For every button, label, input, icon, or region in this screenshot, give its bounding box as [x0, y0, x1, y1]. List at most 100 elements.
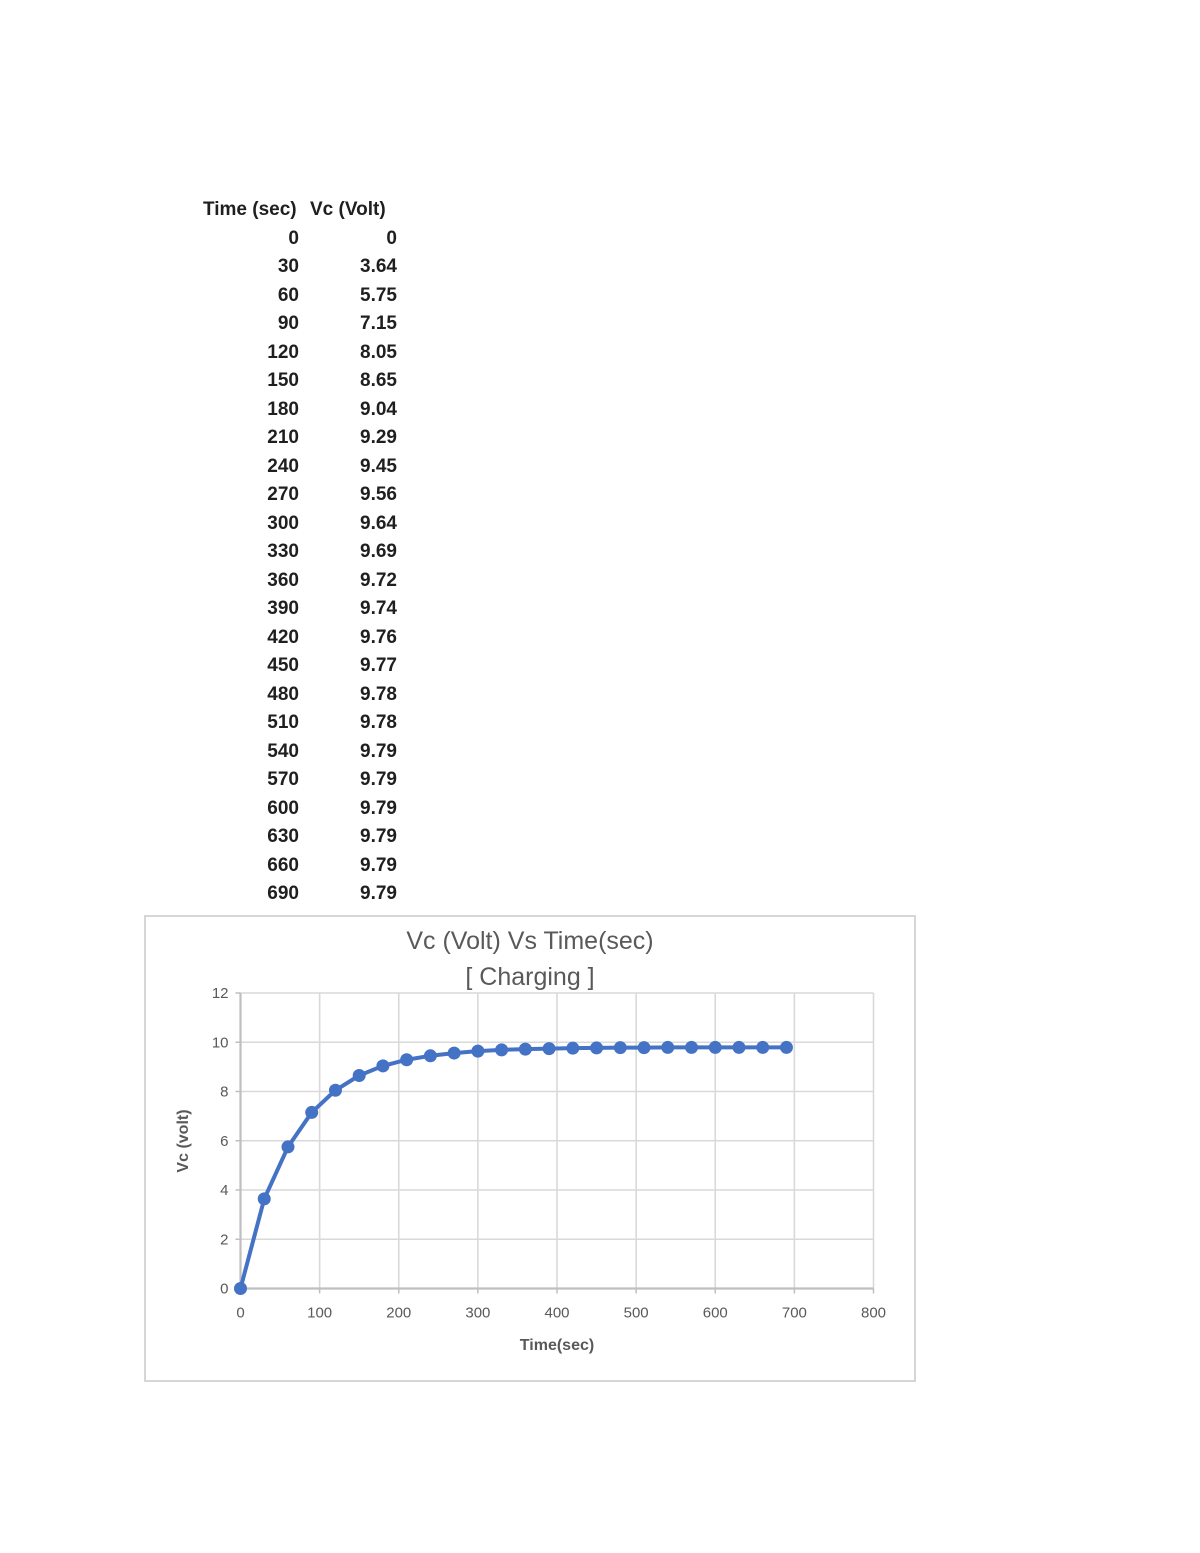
chart-container: Vc (Volt) Vs Time(sec) [ Charging ] 0 100… — [144, 915, 916, 1382]
vc-cell: 9.56 — [360, 484, 397, 505]
y-tick-label: 2 — [220, 1231, 228, 1248]
data-table: Time (sec) Vc (Volt) 0 0 30 3.64 60 5.75 90 7.1… — [203, 196, 397, 909]
vc-cell: 9.29 — [360, 427, 397, 448]
x-tick-label: 0 — [236, 1305, 244, 1322]
table-body: 0 0 30 3.64 60 5.75 90 7.15 120 8.05 150 8.65 180 9.0… — [203, 225, 397, 909]
table-row: 120 8.05 — [203, 339, 397, 368]
vc-cell: 9.45 — [360, 455, 397, 477]
vc-cell: 9.69 — [360, 541, 397, 562]
table-row: 450 9.77 — [203, 652, 397, 681]
data-point — [376, 1059, 390, 1073]
table-row: 630 9.79 — [203, 823, 397, 852]
vc-cell: 5.75 — [360, 284, 397, 306]
data-point — [685, 1040, 699, 1054]
vc-cell: 9.79 — [360, 826, 397, 847]
data-point — [566, 1041, 580, 1055]
table-header-row: Time (sec) Vc (Volt) — [203, 196, 397, 225]
vc-cell: 9.79 — [360, 883, 397, 904]
time-cell: 390 — [267, 598, 299, 619]
x-tick-label: 200 — [386, 1305, 411, 1322]
vc-cell: 8.65 — [360, 370, 397, 391]
y-tick-label: 0 — [220, 1281, 228, 1298]
time-cell: 270 — [267, 484, 299, 505]
x-tick-label: 800 — [861, 1305, 886, 1322]
vc-cell: 9.76 — [360, 626, 397, 648]
x-tick-label: 700 — [782, 1305, 807, 1322]
time-cell: 180 — [267, 398, 299, 420]
table-row: 390 9.74 — [203, 595, 397, 624]
table-row: 600 9.79 — [203, 795, 397, 824]
table-row: 660 9.79 — [203, 852, 397, 881]
time-cell: 0 — [288, 227, 299, 249]
y-tick-label: 6 — [220, 1133, 228, 1150]
time-cell: 30 — [277, 256, 299, 277]
vc-cell: 9.79 — [360, 769, 397, 790]
time-cell: 300 — [267, 512, 299, 534]
data-point — [708, 1040, 722, 1054]
table-row: 690 9.79 — [203, 880, 397, 909]
table-row: 570 9.79 — [203, 766, 397, 795]
table-row: 360 9.72 — [203, 567, 397, 596]
table-row: 480 9.78 — [203, 681, 397, 710]
data-point — [257, 1192, 271, 1206]
table-row: 330 9.69 — [203, 538, 397, 567]
time-cell: 210 — [267, 427, 299, 448]
vc-cell: 9.72 — [360, 569, 397, 591]
x-tick-label: 600 — [703, 1305, 728, 1322]
data-point — [400, 1053, 414, 1067]
vc-cell: 9.77 — [360, 655, 397, 676]
table-row: 510 9.78 — [203, 709, 397, 738]
vc-cell: 9.79 — [360, 854, 397, 876]
y-tick-label: 4 — [220, 1182, 228, 1199]
vc-cell: 9.74 — [360, 598, 397, 619]
time-cell: 600 — [267, 797, 299, 819]
table-row: 210 9.29 — [203, 424, 397, 453]
table-row: 180 9.04 — [203, 396, 397, 425]
table-row: 150 8.65 — [203, 367, 397, 396]
table-row: 30 3.64 — [203, 253, 397, 282]
series-line — [238, 1045, 789, 1291]
col-header-time: Time (sec) — [203, 199, 297, 220]
time-cell: 330 — [267, 541, 299, 562]
data-point — [542, 1042, 556, 1056]
col-header-vc: Vc (Volt) — [310, 199, 386, 220]
time-cell: 540 — [267, 740, 299, 762]
y-tick-label: 8 — [220, 1084, 228, 1101]
data-point — [305, 1105, 319, 1119]
data-point — [495, 1043, 509, 1057]
x-axis-title: Time(sec) — [520, 1337, 594, 1354]
data-point — [756, 1040, 770, 1054]
data-point — [447, 1046, 461, 1060]
time-cell: 630 — [267, 826, 299, 847]
data-point — [661, 1040, 675, 1054]
data-point — [590, 1041, 604, 1055]
time-cell: 510 — [267, 712, 299, 733]
time-cell: 240 — [267, 455, 299, 477]
data-point — [328, 1083, 342, 1097]
table-row: 270 9.56 — [203, 481, 397, 510]
vc-cell: 0 — [386, 227, 397, 249]
vc-cell: 9.64 — [360, 512, 397, 534]
vc-cell: 7.15 — [360, 313, 397, 334]
data-point — [779, 1040, 793, 1054]
y-tick-label: 12 — [212, 985, 229, 1002]
table-row: 60 5.75 — [203, 282, 397, 311]
time-cell: 150 — [267, 370, 299, 391]
chart-subtitle: [ Charging ] — [465, 963, 595, 991]
vc-cell: 9.78 — [360, 712, 397, 733]
data-point — [613, 1041, 627, 1055]
x-tick-label: 100 — [307, 1305, 332, 1322]
vc-cell: 8.05 — [360, 341, 397, 363]
line-chart: 0 100 200 300 400 500 600 700 800 0 2 4 6 8 10 12 Time(… — [175, 985, 886, 1354]
data-point — [732, 1040, 746, 1054]
time-cell: 420 — [267, 626, 299, 648]
vc-cell: 3.64 — [360, 256, 397, 277]
data-point — [352, 1068, 366, 1082]
time-cell: 450 — [267, 655, 299, 676]
data-point — [471, 1044, 485, 1058]
vc-cell: 9.79 — [360, 740, 397, 762]
data-point — [234, 1282, 247, 1295]
table-row: 540 9.79 — [203, 738, 397, 767]
